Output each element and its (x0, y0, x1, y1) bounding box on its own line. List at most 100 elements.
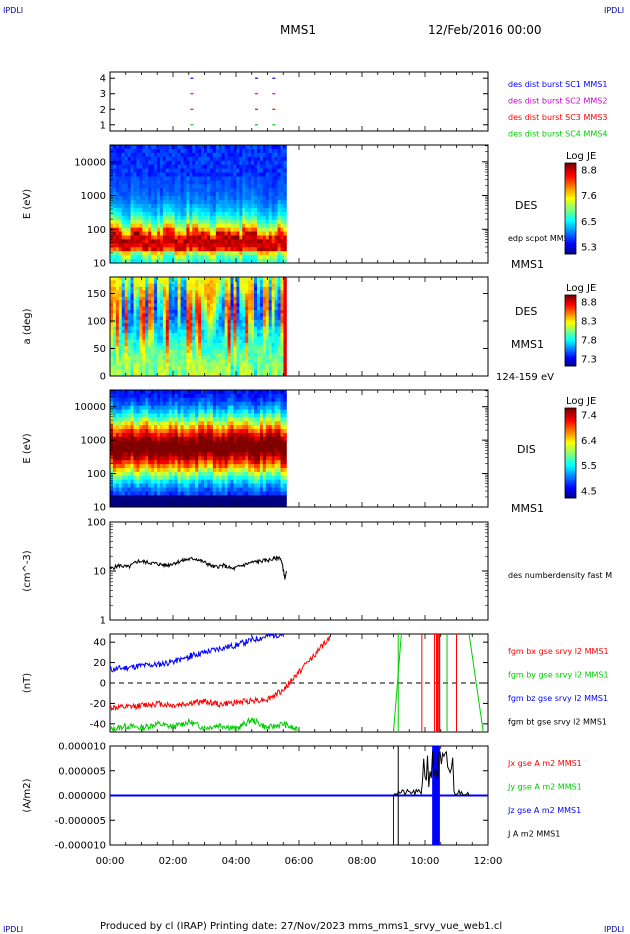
des_pitch-heat-cell (280, 306, 284, 311)
des_energy-heat-cell (215, 184, 220, 189)
des_pitch-heat-cell (177, 293, 181, 298)
des_pitch-heat-cell (145, 303, 149, 308)
des_pitch-heat-cell (115, 303, 120, 308)
des_energy-heat-cell (262, 168, 267, 173)
des_energy-heat-cell (277, 176, 281, 181)
des_pitch-heat-cell (151, 296, 155, 301)
dis_energy-heat-cell (127, 448, 131, 453)
des_energy-heat-cell (171, 196, 176, 201)
des_energy-heat-cell (274, 156, 278, 162)
dis_energy-heat-cell (171, 448, 176, 453)
des_pitch-heat-cell (262, 326, 267, 331)
des_energy-heat-cell (186, 211, 190, 217)
des_pitch-heat-cell (189, 349, 193, 354)
dis_energy-heat-cell (151, 390, 155, 395)
des_energy-heat-cell (239, 239, 243, 244)
des_pitch-heat-cell (257, 323, 261, 327)
dis_energy-heat-cell (183, 503, 187, 508)
des_energy-heat-cell (218, 152, 223, 158)
des_energy-heat-cell (209, 164, 214, 169)
des_energy-heat-cell (245, 168, 249, 173)
dis_energy-heat-cell (204, 471, 208, 477)
des_pitch-heat-cell (110, 349, 114, 354)
dis_energy-heat-cell (130, 460, 134, 465)
dis_energy-heat-cell (121, 479, 126, 484)
des_pitch-heat-cell (245, 339, 249, 344)
des_energy-heat-cell (221, 255, 226, 260)
des_pitch-heat-cell (227, 343, 231, 347)
des_energy-heat-cell (186, 145, 190, 150)
des_pitch-heat-cell (124, 296, 129, 301)
dis_energy-heat-cell (168, 417, 173, 422)
des_pitch-heat-cell (127, 290, 131, 294)
des_pitch-heat-cell (212, 319, 217, 324)
dis_energy-heat-cell (127, 436, 131, 442)
des_energy-heat-cell (257, 211, 261, 217)
des_pitch-heat-cell (148, 293, 152, 298)
des_pitch-heat-cell (245, 313, 249, 317)
des_pitch-heat-cell (215, 286, 220, 291)
dis_energy-heat-cell (115, 468, 120, 473)
des_pitch-heat-cell (212, 286, 217, 291)
des_pitch-heat-cell (112, 356, 117, 360)
dis_energy-heat-cell (124, 417, 129, 422)
des_pitch-heat-cell (239, 336, 243, 341)
des_pitch-heat-cell (130, 349, 134, 354)
dis_energy-heat-cell (186, 417, 190, 422)
dis_energy-heat-cell (177, 448, 181, 453)
des_pitch-heat-cell (198, 372, 202, 377)
des_energy-heat-cell (145, 255, 149, 260)
dis_energy-heat-cell (174, 409, 179, 414)
des_pitch-heat-cell (236, 303, 240, 308)
des_energy-heat-cell (224, 219, 228, 225)
des_energy-heat-cell (239, 180, 243, 185)
des_energy-heat-cell (151, 168, 155, 173)
des_pitch-heat-cell (121, 372, 126, 377)
dis_energy-heat-cell (183, 471, 187, 477)
des_energy-heat-cell (165, 215, 170, 221)
des_energy-heat-cell (224, 231, 228, 236)
des_energy-heat-cell (162, 255, 167, 260)
des_energy-heat-cell (230, 219, 234, 225)
des_energy-heat-cell (274, 207, 278, 213)
dis_energy-heat-cell (139, 409, 143, 414)
dis_energy-heat-cell (154, 468, 158, 473)
des_pitch-heat-cell (130, 339, 134, 344)
des_energy-heat-cell (204, 176, 208, 181)
des_pitch-heat-cell (239, 329, 243, 334)
des_energy-heat-cell (239, 227, 243, 232)
des_energy-heat-cell (186, 219, 190, 225)
des_energy-heat-cell (165, 259, 170, 264)
des_energy-heat-cell (207, 160, 211, 166)
des_energy-heat-cell (218, 255, 223, 260)
des_pitch-heat-cell (192, 346, 196, 350)
des_energy-heat-cell (215, 247, 220, 252)
des_energy-heat-cell (280, 223, 284, 228)
des_energy-heat-cell (245, 164, 249, 169)
des_pitch-heat-cell (209, 283, 214, 288)
des_energy-heat-cell (221, 215, 226, 221)
des_pitch-heat-cell (198, 366, 202, 370)
des_pitch-heat-cell (162, 372, 167, 377)
des_pitch-heat-cell (121, 336, 126, 341)
des_energy-heat-cell (118, 243, 123, 248)
des_energy-heat-cell (227, 259, 231, 264)
des_pitch-heat-cell (157, 277, 161, 281)
des_energy-heat-cell (271, 184, 276, 189)
des_pitch-heat-cell (218, 356, 223, 360)
dis_energy-heat-cell (157, 432, 161, 438)
des_energy-heat-cell (145, 251, 149, 256)
des_energy-heat-cell (115, 247, 120, 252)
des_energy-heat-cell (112, 192, 117, 197)
dis_energy-heat-cell (195, 448, 199, 453)
des_energy-heat-cell (136, 188, 140, 193)
des_pitch-heat-cell (259, 316, 264, 321)
des_pitch-heat-cell (127, 366, 131, 370)
des_pitch-heat-cell (201, 346, 205, 350)
des_pitch-heat-cell (283, 310, 287, 314)
des_pitch-heat-cell (192, 362, 196, 367)
burst-legend-2: des dist burst SC2 MMS2 (508, 97, 607, 106)
des_energy-heat-cell (112, 231, 117, 236)
dis_energy-heat-cell (186, 390, 190, 395)
des_energy-heat-cell (186, 231, 190, 236)
